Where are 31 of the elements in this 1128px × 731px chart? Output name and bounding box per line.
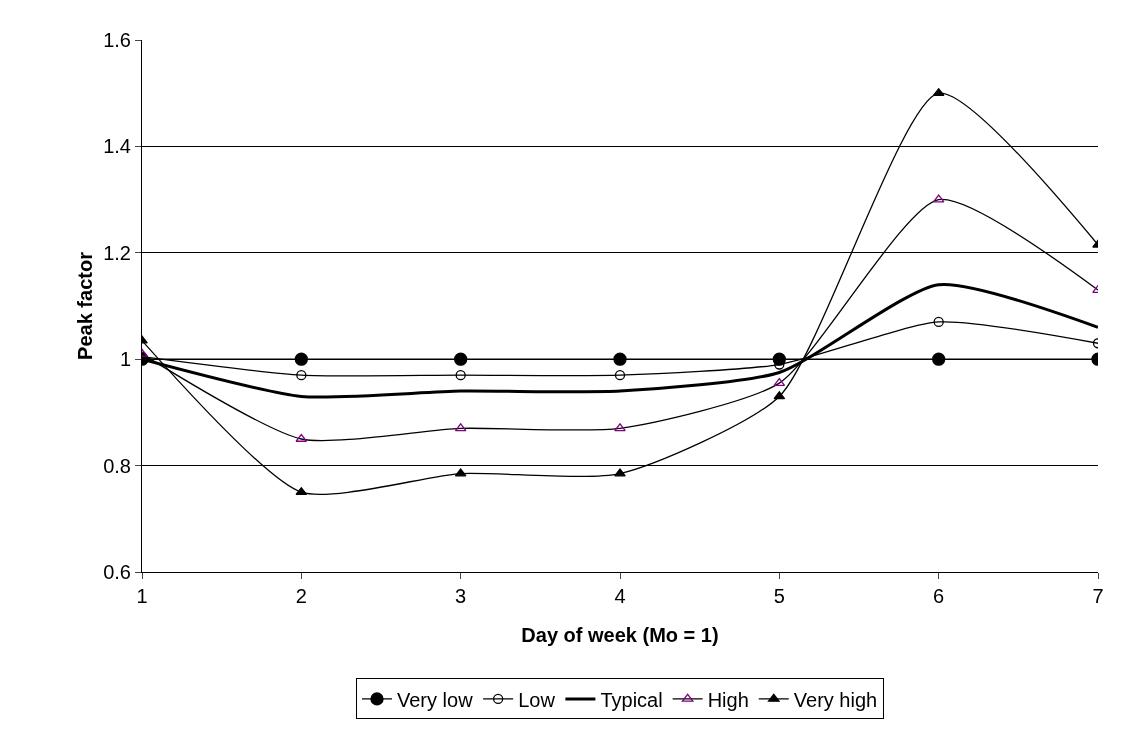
legend-label: Very low — [397, 688, 474, 711]
y-tick-label: 0.8 — [103, 454, 131, 477]
x-tick-label: 4 — [614, 585, 626, 607]
x-tick-label: 3 — [455, 585, 467, 607]
y-tick-label: 1.6 — [103, 29, 131, 51]
point — [932, 352, 946, 366]
legend-label: Low — [518, 688, 556, 711]
x-axis-title: Day of week (Mo = 1) — [521, 624, 719, 646]
x-tick-label: 2 — [295, 585, 307, 607]
point — [773, 377, 786, 387]
point — [933, 316, 944, 328]
point — [454, 352, 468, 366]
point — [294, 352, 308, 366]
x-tick-label: 5 — [773, 585, 785, 607]
point — [296, 370, 307, 381]
legend-label: Typical — [600, 688, 663, 711]
x-tick-label: 6 — [933, 585, 945, 607]
x-tick-label: 1 — [136, 585, 148, 607]
y-tick-label: 1 — [119, 348, 131, 371]
point — [613, 352, 627, 366]
point — [614, 468, 626, 477]
point — [614, 370, 626, 381]
x-tick-label: 7 — [1092, 585, 1104, 607]
y-axis-title: Peak factor — [74, 251, 96, 360]
point — [614, 423, 626, 432]
y-tick-label: 1.4 — [103, 135, 131, 158]
y-tick-label: 1.2 — [103, 241, 131, 264]
legend-label: Very high — [793, 688, 878, 711]
point — [455, 370, 466, 381]
legend-label: High — [707, 688, 749, 711]
y-tick-label: 0.6 — [103, 561, 131, 583]
